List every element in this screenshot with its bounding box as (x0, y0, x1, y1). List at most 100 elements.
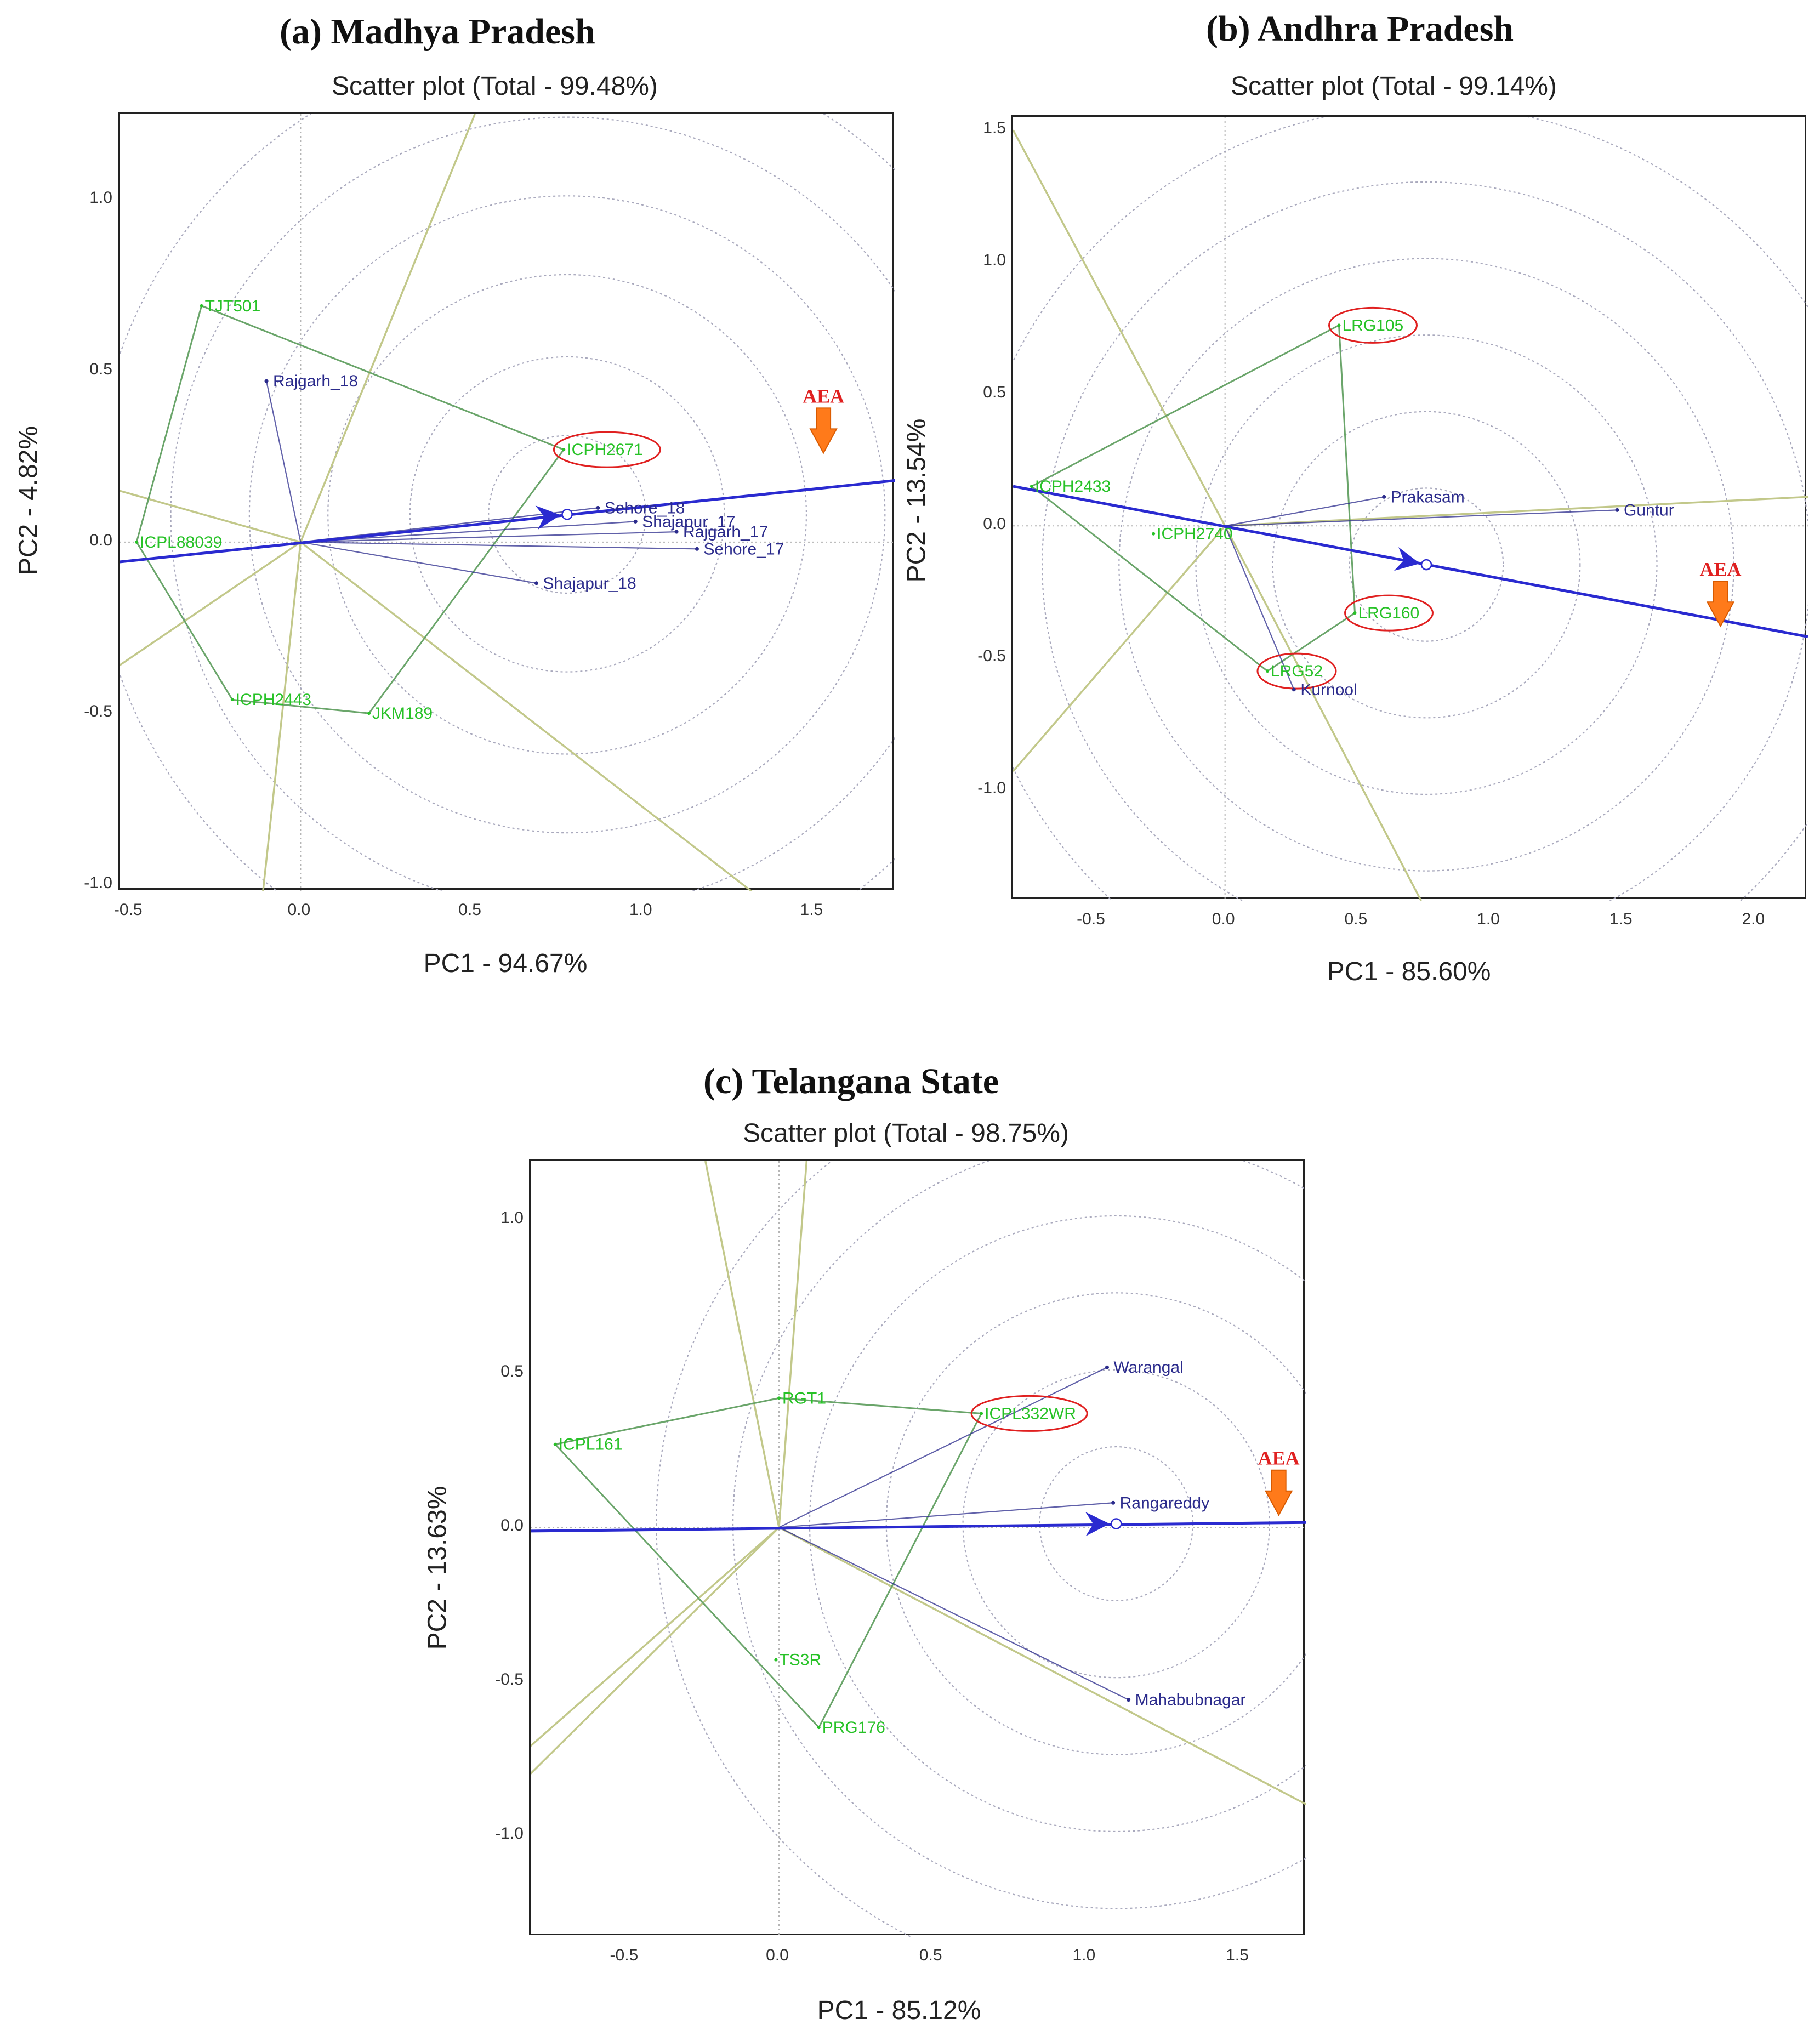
panel-a-biplot: TJT501 ICPH2671 ICPL88039 ICPH2443 JKM189 Raj… (120, 114, 895, 891)
panel-b-vector-kurnool (1224, 525, 1295, 690)
panel-c-plot-area: RGT1 ICPL332WR ICPL161 TS3R PRG176 Warangal Ra… (529, 1159, 1306, 1937)
panel-c-sector-line-3 (531, 1526, 780, 1775)
panel-b-circle-1 (1349, 487, 1504, 642)
panel-a-genotype-polygon (135, 304, 565, 714)
panel-a-vector-rajgarh-17 (300, 531, 677, 543)
panel-b-ytick-label: 0.0 (983, 515, 1006, 533)
panel-b-plot-title: Scatter plot (Total - 99.14%) (1231, 72, 1557, 101)
panel-a-xtick-label: 0.0 (287, 901, 311, 919)
panel-b-sector-line-4 (1225, 496, 1808, 527)
panel-a-genotype-marker-jkm189 (367, 712, 371, 715)
panel-c-environment-rangareddy: Rangareddy (1120, 1494, 1209, 1512)
panel-a-sector-line-4 (262, 542, 302, 891)
panel-b-genotype-marker-icph2433 (1030, 485, 1033, 488)
panel-b-aea-down-arrow (1706, 581, 1735, 628)
panel-b-ytick-label: 0.5 (983, 383, 1006, 401)
panel-a-sector-line-1 (299, 114, 476, 543)
panel-b-environment-marker-kurnool (1292, 687, 1296, 692)
panel-a-sector-line-3 (120, 541, 302, 667)
panel-c-highlight-icpl332wr (970, 1395, 1088, 1432)
panel-a-environment-rajgarh-18: Rajgarh_18 (273, 372, 358, 390)
panel-b-genotype-marker-icph2740 (1152, 532, 1156, 536)
panel-a-ytick-label: 0.0 (89, 531, 112, 549)
panel-a-xtick-label: 1.5 (800, 901, 823, 919)
panel-c-xtick-label: 1.5 (1226, 1946, 1249, 1964)
panel-b-environment-kurnool: Kurnool (1300, 681, 1357, 699)
panel-b-xtick-label: -0.5 (1077, 910, 1105, 928)
panel-c-ytick-label: 0.0 (501, 1516, 524, 1535)
panel-c-circle-6 (656, 1161, 913, 1937)
panel-c-environment-marker-warangal (1105, 1365, 1109, 1369)
panel-c-sector-line-2 (778, 1161, 808, 1528)
panel-c-plot-title: Scatter plot (Total - 98.75%) (743, 1119, 1069, 1148)
panel-b-highlight-lrg160 (1344, 594, 1434, 632)
panel-a-aea-down-arrow (809, 407, 838, 454)
panel-a-genotype-marker-icpl88039 (135, 540, 139, 544)
panel-c-ylabel: PC2 - 13.63% (423, 1486, 452, 1650)
panel-c-aea-point (1110, 1518, 1122, 1529)
panel-c-environment-warangal: Warangal (1113, 1358, 1183, 1377)
panel-c-genotype-marker-icpl332wr (980, 1412, 983, 1415)
panel-a-highlight-icph2671 (553, 431, 661, 468)
panel-a-circle-5 (170, 116, 895, 891)
panel-c-ytick-label: 0.5 (501, 1362, 524, 1381)
panel-b-xtick-label: 0.0 (1212, 910, 1235, 928)
panel-b-vector-prakasam (1225, 496, 1384, 527)
panel-c-genotype-ts3r: TS3R (779, 1651, 821, 1669)
panel-a-genotype-marker-icph2443 (230, 698, 234, 702)
panel-a-genotype-jkm189: JKM189 (372, 704, 433, 723)
panel-b-circle-5 (1042, 181, 1808, 901)
panel-a-xtick-label: 1.0 (629, 901, 652, 919)
panel-c-genotype-marker-icpl161 (553, 1442, 557, 1446)
panel-a-vector-sehore-17 (300, 541, 697, 550)
panel-b-genotype-lrg105: LRG105 (1343, 316, 1404, 334)
panel-c-genotype-prg176: PRG176 (822, 1719, 885, 1737)
panel-b-plot-area: LRG105 ICPH2433 ICPH2740 LRG160 LRG52 Prakasa… (1011, 115, 1808, 901)
panel-c-biplot: RGT1 ICPL332WR ICPL161 TS3R PRG176 Warangal Ra… (531, 1161, 1306, 1937)
panel-c-aea-arrowhead (1085, 1512, 1110, 1537)
panel-c-aea-label: AEA (1258, 1447, 1300, 1469)
panel-c-ytick-label: -0.5 (495, 1670, 524, 1688)
panel-a-genotype-icph2671: ICPH2671 (567, 441, 642, 459)
panel-c-ytick-label: -1.0 (495, 1824, 524, 1843)
panel-c-xtick-label: 0.0 (766, 1946, 789, 1964)
panel-b-aea-point (1420, 559, 1432, 571)
panel-a-environment-marker-rajgarh-17 (674, 530, 679, 534)
panel-b-sector-line-1 (1013, 129, 1226, 527)
panel-b-genotype-lrg160: LRG160 (1358, 604, 1420, 622)
panel-b-environment-prakasam: Prakasam (1391, 488, 1465, 506)
panel-c-vector-mahabubnagar (778, 1527, 1129, 1701)
panel-b-genotype-marker-lrg52 (1266, 669, 1269, 673)
panel-b-environment-guntur: Guntur (1624, 501, 1674, 519)
panel-b-genotype-icph2433: ICPH2433 (1035, 477, 1111, 496)
panel-a-ylabel: PC2 - 4.82% (14, 425, 43, 576)
panel-b-highlight-lrg105 (1328, 306, 1418, 344)
panel-a-vector-shajapur-17 (300, 521, 636, 543)
panel-a-ytick-label: 1.0 (89, 189, 112, 207)
panel-a-genotype-icpl88039: ICPL88039 (140, 533, 222, 551)
panel-a-circle-2 (409, 356, 725, 673)
panel-a-circle-3 (327, 274, 807, 755)
panel-b-genotype-marker-lrg105 (1337, 323, 1341, 327)
panel-b-genotype-icph2740: ICPH2740 (1157, 525, 1232, 543)
panel-a-plot-area: TJT501 ICPH2671 ICPL88039 ICPH2443 JKM189 Raj… (118, 112, 895, 891)
panel-c-circle-5 (732, 1161, 1306, 1909)
panel-a-circle-6 (120, 114, 895, 891)
panel-a-xlabel: PC1 - 94.67% (423, 949, 588, 978)
panel-a-environment-sehore-17: Sehore_17 (703, 540, 784, 558)
panel-a-genotype-tjt501: TJT501 (205, 297, 261, 315)
panel-b-vector-guntur (1225, 509, 1618, 527)
panel-b-ytick-label: -0.5 (977, 647, 1006, 666)
panel-a-ytick-label: -0.5 (84, 702, 112, 721)
panel-c-aea-down-arrow (1264, 1469, 1293, 1516)
panel-a-environment-marker-shajapur-17 (633, 519, 638, 524)
panel-b-highlight-lrg52 (1256, 652, 1337, 690)
panel-b-label: (b) Andhra Pradesh (1206, 9, 1514, 49)
panel-c-ytick-label: 1.0 (501, 1208, 524, 1227)
panel-c-vector-warangal (778, 1367, 1107, 1528)
panel-b-environment-marker-guntur (1615, 508, 1619, 512)
panel-c-environment-mahabubnagar: Mahabubnagar (1135, 1691, 1246, 1709)
panel-a-vector-rajgarh-18 (265, 381, 302, 543)
panel-c-genotype-marker-rgt1 (777, 1396, 781, 1400)
panel-c-sector-line-5 (778, 1526, 1306, 1806)
